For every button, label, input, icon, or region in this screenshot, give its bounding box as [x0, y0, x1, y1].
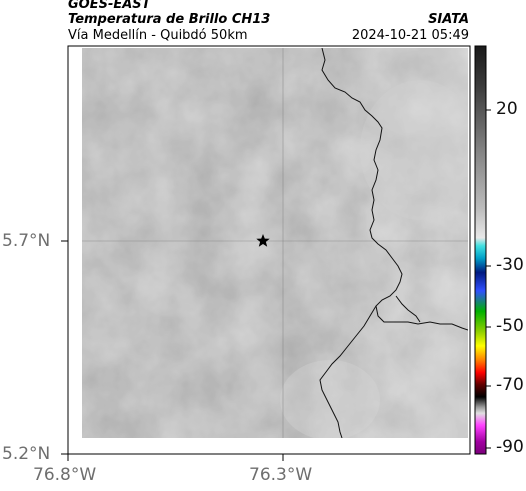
star-marker — [256, 234, 270, 247]
lat-label-5.2: 5.2°N — [2, 444, 51, 464]
brightness-temperature-field — [82, 48, 468, 438]
lon-label-76.8: 76.8°W — [33, 465, 97, 485]
lat-label-5.7: 5.7°N — [2, 231, 51, 251]
colorbar — [474, 45, 487, 455]
region-subtitle: Vía Medellín - Quibdó 50km — [68, 28, 248, 43]
product-title: Temperatura de Brillo CH13 — [68, 12, 271, 27]
colorbar-label-m50: -50 — [496, 316, 524, 336]
colorbar-label-m90: -90 — [496, 437, 524, 457]
institution-label: SIATA — [428, 12, 469, 27]
satellite-title: GOES-EAST — [68, 0, 151, 12]
lon-label-76.3: 76.3°W — [249, 465, 313, 485]
colorbar-label-m70: -70 — [496, 375, 524, 395]
datetime-label: 2024-10-21 05:49 — [351, 28, 469, 43]
colorbar-label-20: 20 — [496, 99, 518, 119]
boundary-line-west — [319, 305, 377, 438]
boundary-line-north — [321, 48, 468, 331]
boundary-line-south — [395, 295, 421, 323]
colorbar-label-m30: -30 — [496, 255, 524, 275]
